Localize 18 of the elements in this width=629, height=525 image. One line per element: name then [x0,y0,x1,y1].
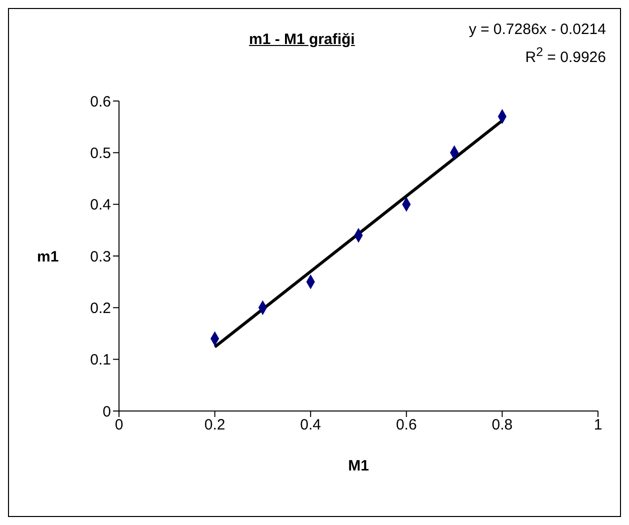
x-tick-label: 0.2 [204,416,226,434]
y-tick-label: 0.2 [90,300,111,317]
chart-title: m1 - M1 grafiği [249,31,355,48]
x-tick-label: 0.6 [396,416,417,434]
x-tick-label: 0.4 [300,416,322,434]
y-tick-label: 0.3 [90,248,111,266]
y-tick-label: 0.4 [90,196,111,214]
y-tick-label: 0.1 [90,352,111,369]
x-axis-title: M1 [348,458,369,475]
y-tick-label: 0.5 [90,144,111,162]
text: R$^{2}$ = 0.9926 [525,45,606,66]
y-tick-label: 0.6 [90,93,111,110]
y-tick-label: 0 [102,403,111,420]
x-tick-label: 1 [594,416,602,434]
x-tick-label: 0.8 [492,416,513,434]
text: y = 0.7286x - 0.0214 [468,21,606,38]
y-axis-title: m1 [37,248,59,266]
x-tick-label: 0 [114,416,124,434]
